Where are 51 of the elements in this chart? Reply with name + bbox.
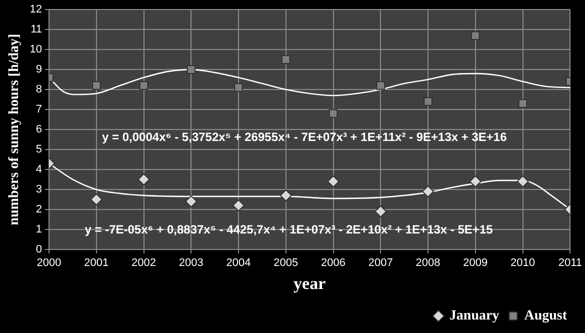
- y-tick-label: 2: [36, 203, 42, 216]
- x-tick-label: 2004: [226, 257, 251, 270]
- point: [234, 83, 243, 92]
- y-tick-label: 6: [36, 124, 42, 136]
- x-tick-label: 2011: [558, 257, 582, 270]
- point: [516, 175, 529, 188]
- point: [232, 199, 245, 212]
- y-tick-label: 10: [30, 44, 42, 56]
- y-tick-label: 11: [30, 24, 42, 36]
- x-tick-label: 2000: [36, 257, 62, 270]
- y-tick-label: 4: [36, 164, 42, 176]
- y-tick-label: 12: [30, 4, 42, 16]
- y-tick-label: 1: [36, 223, 42, 236]
- point: [469, 175, 482, 188]
- x-tick-label: 2010: [510, 257, 536, 270]
- x-tick-label: 2003: [178, 257, 204, 270]
- y-tick-label: 9: [36, 64, 42, 76]
- x-tick-label: 2001: [84, 257, 109, 270]
- x-tick-label: 2006: [321, 257, 346, 270]
- point: [92, 81, 101, 90]
- x-axis-title: year: [294, 274, 326, 294]
- y-axis-title: numbers of sunny hours [h/day]: [7, 34, 22, 226]
- y-tick-label: 3: [36, 183, 42, 196]
- x-tick-label: 2009: [463, 257, 488, 270]
- y-tick-label: 5: [36, 144, 42, 156]
- point: [327, 175, 340, 188]
- point: [376, 81, 386, 90]
- point: [422, 185, 434, 198]
- point: [139, 81, 148, 90]
- legend-label: August: [524, 308, 568, 324]
- x-tick-label: 2005: [274, 257, 298, 270]
- point: [424, 97, 432, 106]
- y-tick-label: 8: [36, 84, 42, 96]
- point: [471, 31, 480, 40]
- point: [186, 65, 196, 74]
- annotation: y = -7E-05x⁶ + 0,8837x⁵ - 4425,7x⁴ + 1E+07x³ - 2E+10x² + 1E+13x - 5E+15: [84, 222, 494, 237]
- x-tick-label: 2008: [416, 257, 440, 270]
- point: [374, 205, 387, 218]
- point: [280, 189, 292, 202]
- annotation: y = 0,0004x⁶ - 5,3752x⁵ + 26955x⁴ - 7E+07x³ + 1E+11x² - 9E+13x + 3E+16: [102, 130, 508, 144]
- point: [328, 109, 338, 118]
- point: [138, 173, 150, 186]
- point: [518, 99, 528, 108]
- y-tick-label: 0: [36, 243, 42, 256]
- legend-label: January: [449, 308, 500, 324]
- point: [90, 193, 102, 206]
- x-tick-label: 2007: [368, 257, 393, 270]
- point: [185, 195, 198, 208]
- point: [282, 55, 290, 64]
- x-tick-label: 2002: [132, 257, 156, 270]
- y-tick-label: 7: [36, 104, 42, 116]
